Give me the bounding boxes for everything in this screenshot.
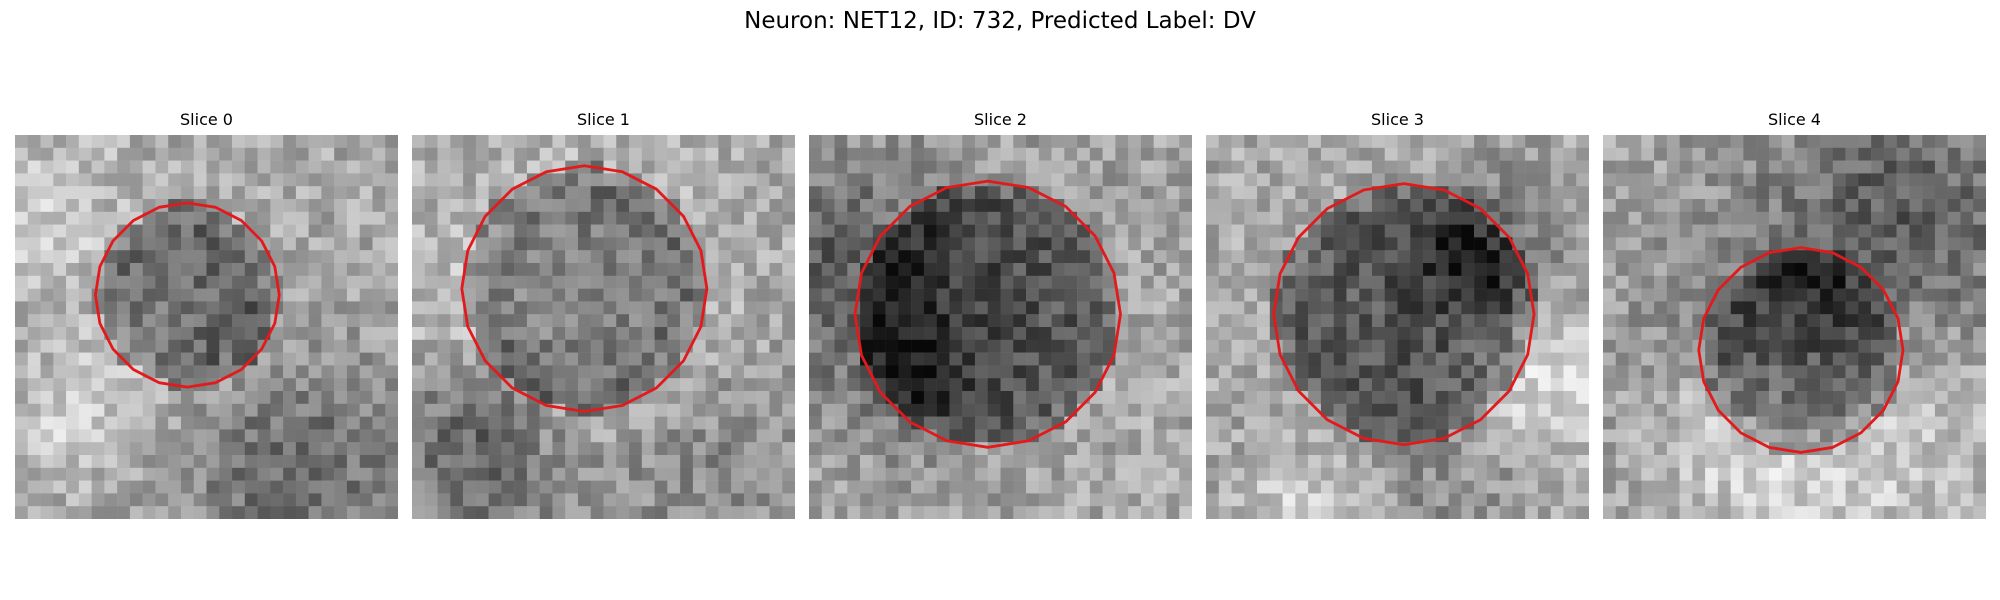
contour-outline xyxy=(1697,246,1905,454)
figure-title: Neuron: NET12, ID: 732, Predicted Label:… xyxy=(744,8,1256,34)
pixel-grid xyxy=(1603,135,1986,519)
contour-outline xyxy=(94,201,281,389)
slice-image-3 xyxy=(1206,135,1589,519)
slice-panel-2: Slice 2 xyxy=(809,110,1192,520)
slice-image-2 xyxy=(809,135,1192,519)
pixel-grid xyxy=(1206,135,1589,519)
slice-panel-0: Slice 0 xyxy=(15,110,398,520)
slice-title-1: Slice 1 xyxy=(577,110,630,129)
slice-panel-1: Slice 1 xyxy=(412,110,795,520)
contour-outline xyxy=(853,179,1122,449)
slice-title-2: Slice 2 xyxy=(974,110,1027,129)
slice-panel-3: Slice 3 xyxy=(1206,110,1589,520)
slice-image-0 xyxy=(15,135,398,519)
slice-image-4 xyxy=(1603,135,1986,519)
contour-outline xyxy=(460,164,709,413)
slice-image-1 xyxy=(412,135,795,519)
slice-title-0: Slice 0 xyxy=(180,110,233,129)
slice-panel-4: Slice 4 xyxy=(1603,110,1986,520)
contour-outline xyxy=(1272,182,1536,447)
pixel-grid xyxy=(809,135,1192,519)
slice-title-4: Slice 4 xyxy=(1768,110,1821,129)
pixel-grid xyxy=(15,135,398,519)
slice-title-3: Slice 3 xyxy=(1371,110,1424,129)
